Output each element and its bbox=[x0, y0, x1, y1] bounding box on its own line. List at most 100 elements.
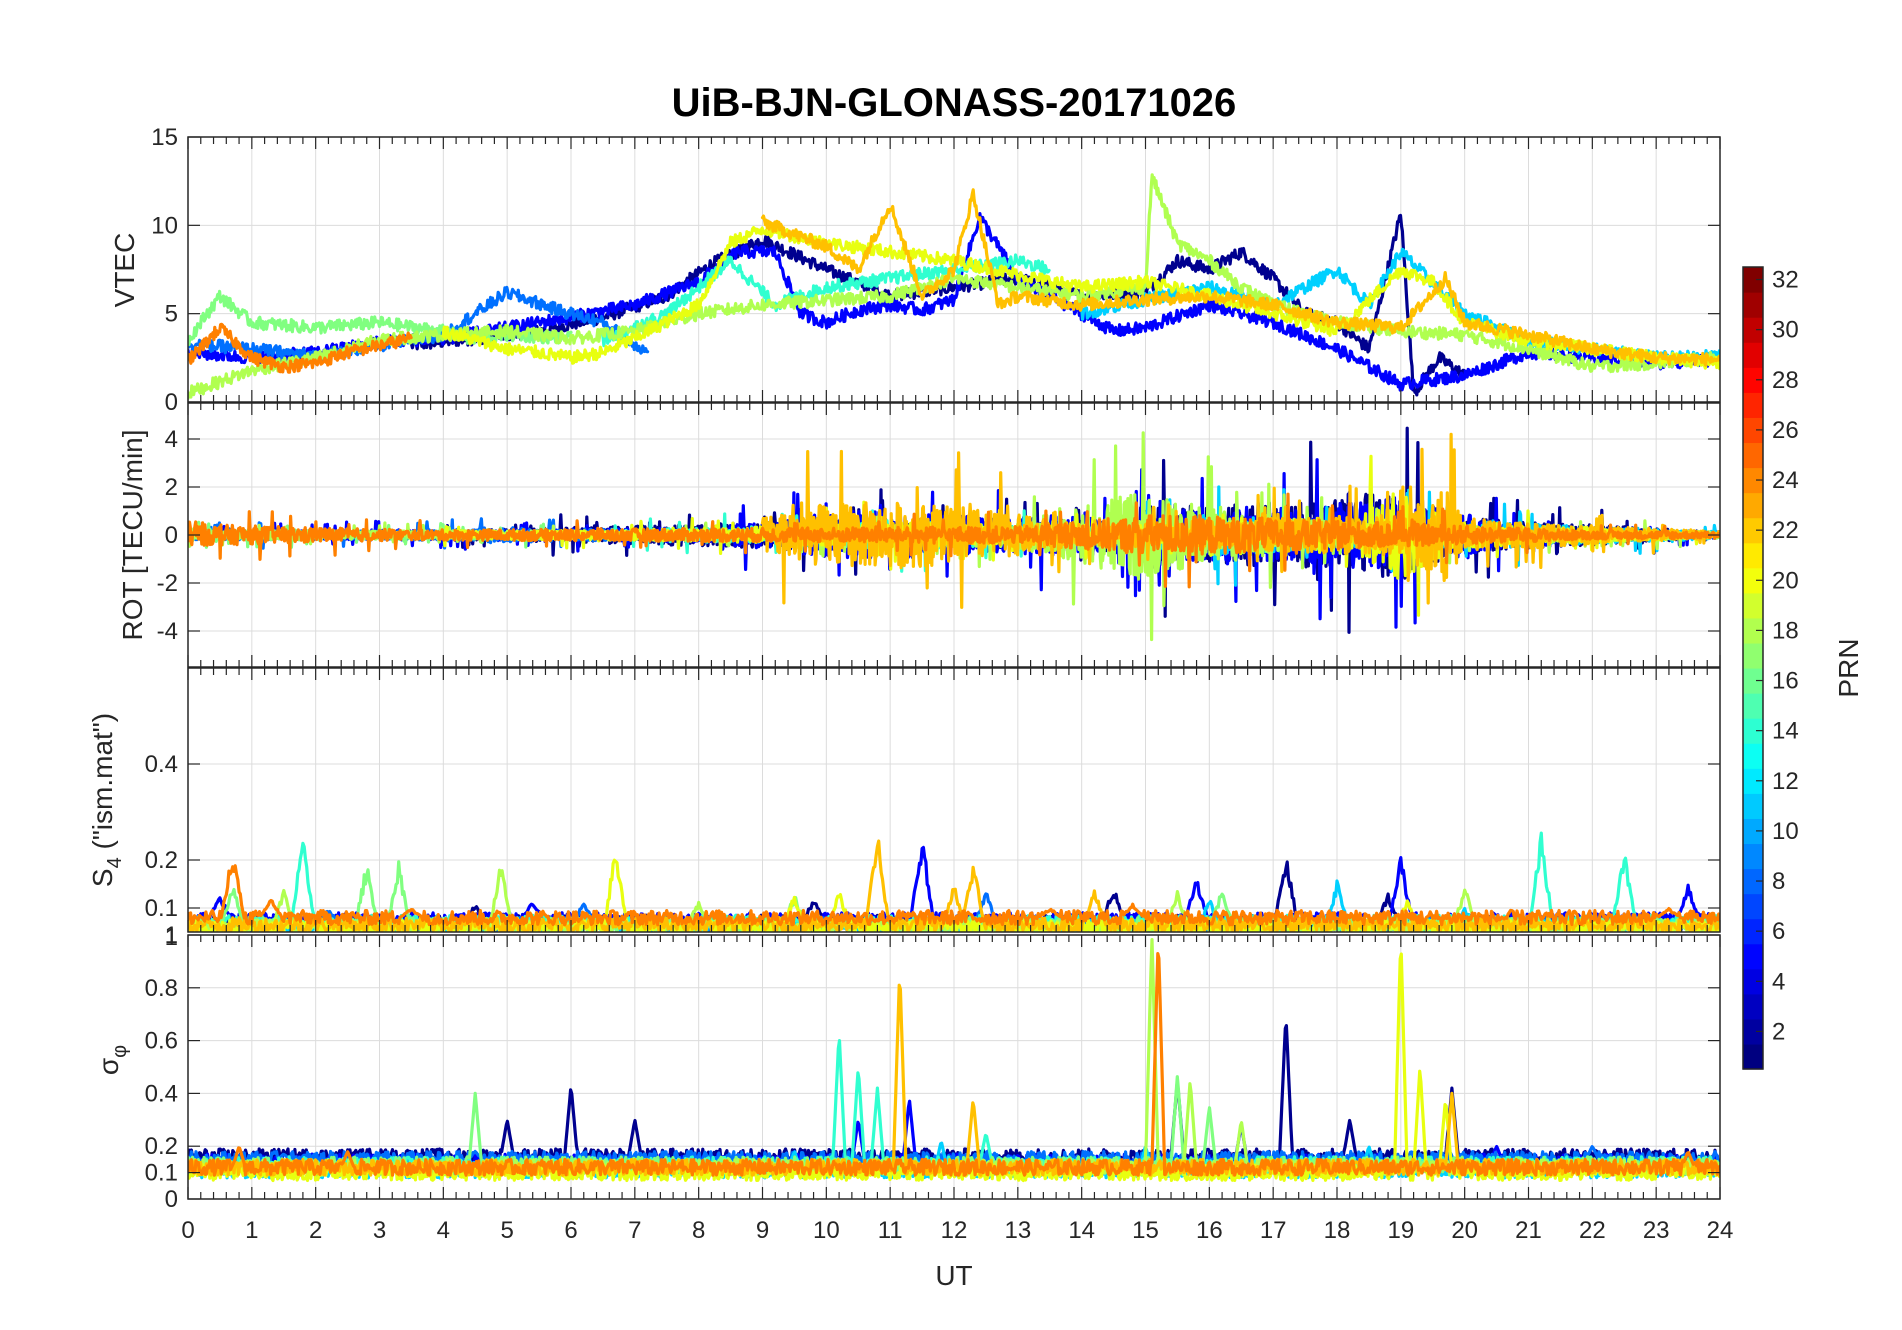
colorbar-swatch bbox=[1743, 668, 1763, 694]
ticks-vtec bbox=[187, 136, 1721, 403]
colorbar-swatch bbox=[1743, 768, 1763, 794]
colorbar-swatch bbox=[1743, 317, 1763, 343]
y-tick-label: 0.1 bbox=[145, 1160, 178, 1187]
colorbar-swatch bbox=[1743, 467, 1763, 494]
s4-label-rest: ("ism.mat") bbox=[87, 713, 118, 857]
y-tick-label: 0.4 bbox=[145, 751, 178, 778]
y-tick-label: 0.6 bbox=[145, 1028, 178, 1055]
y-tick-label: 0 bbox=[165, 522, 178, 549]
x-tick-label: 15 bbox=[1132, 1217, 1159, 1244]
colorbar-tick-label: 18 bbox=[1772, 617, 1799, 644]
s4-top-tick-label: 1 bbox=[165, 924, 178, 951]
panel-rot: -4 -2 0 2 4 ROT [TECU/min] bbox=[117, 402, 1721, 668]
colorbar-swatch bbox=[1743, 893, 1763, 920]
colorbar-swatch bbox=[1743, 943, 1763, 970]
y-tick-labels-rot: -4 -2 0 2 4 bbox=[157, 426, 178, 645]
vtec-line-prn-1 bbox=[409, 213, 1466, 397]
colorbar-tick-label: 2 bbox=[1772, 1018, 1785, 1045]
x-tick-label: 1 bbox=[245, 1217, 258, 1244]
x-tick-label: 3 bbox=[373, 1217, 386, 1244]
series-group-sigma bbox=[188, 938, 1720, 1183]
x-tick-label: 5 bbox=[500, 1217, 513, 1244]
colorbar-tick-label: 4 bbox=[1772, 968, 1785, 995]
colorbar-swatch bbox=[1743, 1043, 1763, 1070]
x-tick-label: 23 bbox=[1643, 1217, 1670, 1244]
series-group-vtec bbox=[188, 173, 1720, 400]
x-axis-label: UT bbox=[935, 1260, 972, 1291]
panel-s4: 0.1 0.2 0.4 1 S4 ("ism.mat") bbox=[87, 667, 1721, 951]
x-tick-label: 0 bbox=[181, 1217, 194, 1244]
vtec-line-prn-24 bbox=[188, 322, 413, 374]
ticks-s4 bbox=[187, 668, 1721, 932]
colorbar-swatch bbox=[1743, 868, 1763, 895]
colorbar-tick-label: 6 bbox=[1772, 918, 1785, 945]
y-tick-label: 0.4 bbox=[145, 1080, 178, 1107]
sigma-label-main: σ bbox=[93, 1058, 124, 1075]
y-tick-labels-vtec: 0 5 10 15 bbox=[151, 124, 178, 416]
colorbar-swatch bbox=[1743, 843, 1763, 870]
colorbar-swatch bbox=[1743, 818, 1763, 845]
y-axis-label-sigma: σφ bbox=[93, 1045, 131, 1075]
colorbar-swatch bbox=[1743, 367, 1763, 393]
y-tick-labels-sigma: 00.10.2 0.4 0.6 0.8 1 bbox=[145, 922, 178, 1213]
x-tick-label: 7 bbox=[628, 1217, 641, 1244]
panel-sigma: 00.10.2 0.4 0.6 0.8 1 σφ bbox=[93, 922, 1721, 1213]
y-axis-label-vtec: VTEC bbox=[109, 233, 140, 308]
y-tick-label: 10 bbox=[151, 212, 178, 239]
colorbar-tick-label: 8 bbox=[1772, 868, 1785, 895]
x-tick-label: 2 bbox=[309, 1217, 322, 1244]
colorbar-tick-label: 32 bbox=[1772, 267, 1799, 294]
colorbar-tick-label: 22 bbox=[1772, 517, 1799, 544]
x-tick-label: 16 bbox=[1196, 1217, 1223, 1244]
colorbar-tick-label: 20 bbox=[1772, 567, 1799, 594]
x-tick-label: 20 bbox=[1451, 1217, 1478, 1244]
colorbar-swatch bbox=[1743, 993, 1763, 1020]
colorbar-swatch bbox=[1743, 642, 1763, 669]
x-tick-label: 14 bbox=[1068, 1217, 1095, 1244]
colorbar-swatch bbox=[1743, 342, 1763, 368]
x-tick-label: 13 bbox=[1004, 1217, 1031, 1244]
colorbar-swatch bbox=[1743, 417, 1763, 444]
colorbar-swatch bbox=[1743, 267, 1763, 293]
x-tick-label: 10 bbox=[813, 1217, 840, 1244]
colorbar-swatch bbox=[1743, 567, 1763, 594]
colorbar-swatches bbox=[1743, 267, 1763, 1070]
colorbar-tick-label: 28 bbox=[1772, 367, 1799, 394]
ticks-rot bbox=[187, 403, 1721, 667]
colorbar-swatch bbox=[1743, 492, 1763, 519]
vtec-line-prn-16 bbox=[188, 289, 573, 347]
vtec-line-prn-20 bbox=[441, 223, 1720, 371]
y-axis-label-s4: S4 ("ism.mat") bbox=[87, 713, 126, 887]
ticks-sigma bbox=[187, 934, 1721, 1200]
x-tick-label: 24 bbox=[1707, 1217, 1734, 1244]
x-tick-label: 17 bbox=[1260, 1217, 1287, 1244]
colorbar-swatch bbox=[1743, 592, 1763, 619]
colorbar-tick-label: 24 bbox=[1772, 467, 1799, 494]
y-tick-label: -2 bbox=[157, 570, 178, 597]
x-tick-label: 9 bbox=[756, 1217, 769, 1244]
s4-label-sub: 4 bbox=[104, 857, 126, 868]
y-tick-label: 5 bbox=[165, 301, 178, 328]
colorbar-tick-label: 16 bbox=[1772, 668, 1799, 695]
chart-title: UiB-BJN-GLONASS-20171026 bbox=[672, 81, 1237, 125]
colorbar-tick-label: 26 bbox=[1772, 417, 1799, 444]
y-tick-label: 0.1 bbox=[145, 895, 178, 922]
y-tick-label: -4 bbox=[157, 618, 178, 645]
x-tick-label: 12 bbox=[941, 1217, 968, 1244]
panel-vtec: 0 5 10 15 VTEC bbox=[109, 124, 1721, 416]
y-tick-labels-s4: 0.1 0.2 0.4 bbox=[145, 751, 178, 922]
vtec-line-prn-22 bbox=[760, 188, 1720, 367]
x-tick-label: 22 bbox=[1579, 1217, 1606, 1244]
colorbar-swatch bbox=[1743, 743, 1763, 769]
y-tick-label: 0.2 bbox=[145, 847, 178, 874]
y-tick-label: 0 bbox=[165, 1186, 178, 1213]
colorbar-swatch bbox=[1743, 968, 1763, 995]
colorbar-tick-label: 14 bbox=[1772, 718, 1799, 745]
colorbar-swatch bbox=[1743, 693, 1763, 719]
y-tick-label: 0.8 bbox=[145, 975, 178, 1002]
x-tick-label: 11 bbox=[878, 1217, 903, 1244]
x-tick-label: 4 bbox=[437, 1217, 450, 1244]
